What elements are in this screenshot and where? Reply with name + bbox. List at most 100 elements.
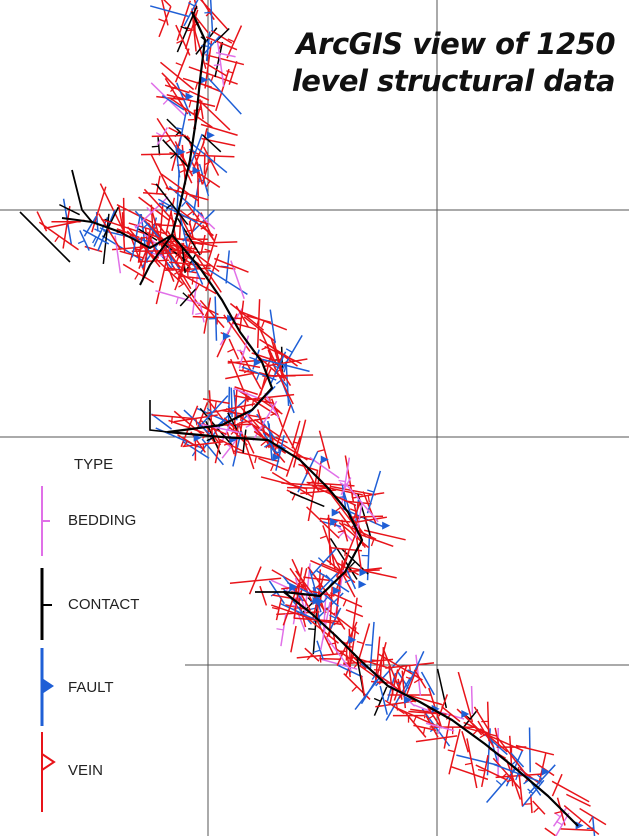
fault-tick bbox=[222, 332, 231, 341]
vein-symbol bbox=[116, 203, 153, 224]
vein-symbol bbox=[207, 428, 215, 433]
fault-symbol bbox=[285, 348, 293, 353]
vein-symbol bbox=[98, 213, 122, 251]
fault-symbol bbox=[134, 210, 160, 239]
vein-symbol bbox=[276, 611, 320, 616]
vein-symbol bbox=[243, 316, 277, 343]
fault-symbol bbox=[141, 223, 148, 230]
vein-symbol bbox=[342, 599, 347, 607]
vein-symbol bbox=[515, 744, 555, 756]
bedding-symbol bbox=[146, 206, 153, 213]
fault-tick bbox=[185, 92, 194, 101]
vein-symbol bbox=[315, 484, 363, 496]
bedding-symbol bbox=[162, 98, 169, 105]
vein-symbol bbox=[404, 711, 427, 738]
vein-symbol bbox=[226, 70, 234, 74]
vein-symbol bbox=[477, 720, 495, 748]
legend-fault-icon bbox=[42, 678, 54, 694]
vein-symbol bbox=[192, 151, 200, 155]
fault-tick bbox=[272, 453, 281, 462]
fault-symbol bbox=[365, 644, 373, 646]
legend-label-vein: VEIN bbox=[68, 762, 104, 779]
fault-symbol bbox=[263, 442, 271, 448]
vein-symbol bbox=[254, 418, 281, 438]
contact-symbol bbox=[206, 437, 214, 442]
bedding-symbol bbox=[230, 260, 245, 299]
vein-symbol bbox=[317, 449, 325, 453]
vein-symbol bbox=[176, 264, 184, 269]
vein-symbol bbox=[447, 749, 455, 753]
contact-symbol bbox=[180, 25, 188, 30]
vein-symbol bbox=[292, 441, 300, 445]
vein-symbol bbox=[335, 571, 342, 618]
bedding-symbol bbox=[195, 312, 203, 315]
vein-symbol bbox=[375, 642, 387, 681]
vein-symbol bbox=[188, 263, 191, 272]
vein-symbol bbox=[450, 765, 489, 781]
vein-symbol bbox=[304, 647, 320, 662]
contact-symbol bbox=[242, 429, 247, 454]
vein-symbol bbox=[533, 807, 540, 813]
fault-symbol bbox=[269, 309, 276, 344]
fault-symbol bbox=[316, 587, 340, 607]
legend-symbols bbox=[40, 486, 56, 812]
fault-symbol bbox=[92, 236, 97, 244]
vein-symbol bbox=[188, 221, 195, 240]
vein-symbol bbox=[230, 358, 249, 403]
contact-symbol bbox=[182, 292, 189, 298]
fault-symbol bbox=[591, 816, 596, 836]
vein-symbol bbox=[360, 675, 366, 700]
vein-symbol bbox=[370, 539, 375, 547]
vein-symbol bbox=[395, 703, 399, 711]
vein-symbol bbox=[306, 480, 314, 486]
vein-symbol bbox=[259, 338, 295, 362]
fault-symbol bbox=[515, 773, 519, 781]
vein-symbol bbox=[409, 694, 442, 706]
vein-symbol bbox=[183, 440, 189, 448]
vein-symbol bbox=[351, 501, 362, 522]
fault-tick bbox=[192, 166, 201, 175]
vein-symbol bbox=[260, 440, 267, 447]
vein-symbol bbox=[356, 502, 359, 510]
vein-symbol bbox=[261, 346, 269, 351]
fault-tick bbox=[320, 455, 329, 464]
vein-symbol bbox=[151, 414, 193, 420]
vein-symbol bbox=[259, 585, 268, 606]
vein-symbol bbox=[307, 470, 319, 522]
vein-symbol bbox=[193, 0, 198, 10]
vein-symbol bbox=[191, 277, 194, 285]
fault-symbol bbox=[209, 0, 214, 32]
vein-symbol bbox=[271, 607, 280, 610]
contact-symbol bbox=[308, 628, 316, 630]
fault-tick bbox=[177, 147, 186, 156]
fault-symbol bbox=[175, 145, 181, 178]
bedding-symbol bbox=[338, 479, 346, 483]
fault-symbol bbox=[344, 579, 352, 584]
fault-symbol bbox=[280, 603, 319, 622]
trace-branch bbox=[19, 211, 71, 263]
structural-symbols bbox=[36, 0, 607, 836]
vein-symbol bbox=[506, 778, 514, 783]
fault-symbol bbox=[196, 407, 240, 428]
fault-tick bbox=[332, 586, 341, 595]
fault-tick bbox=[348, 635, 357, 644]
bedding-symbol bbox=[233, 387, 263, 401]
bedding-symbol bbox=[338, 531, 345, 538]
vein-symbol bbox=[248, 566, 262, 595]
vein-symbol bbox=[354, 531, 394, 547]
vein-symbol bbox=[186, 29, 195, 32]
vein-symbol bbox=[319, 535, 327, 539]
bedding-symbol bbox=[309, 456, 340, 479]
vein-symbol bbox=[282, 584, 300, 626]
vein-symbol bbox=[544, 827, 558, 836]
vein-symbol bbox=[315, 617, 335, 655]
vein-symbol bbox=[256, 368, 272, 402]
vein-symbol bbox=[129, 254, 133, 262]
vein-symbol bbox=[214, 440, 221, 464]
vein-symbol bbox=[258, 371, 267, 375]
vein-symbol bbox=[192, 249, 222, 293]
legend-vein-icon bbox=[41, 753, 56, 771]
fault-symbol bbox=[366, 470, 382, 514]
map-title: ArcGIS view of 1250 level structural dat… bbox=[292, 26, 616, 100]
